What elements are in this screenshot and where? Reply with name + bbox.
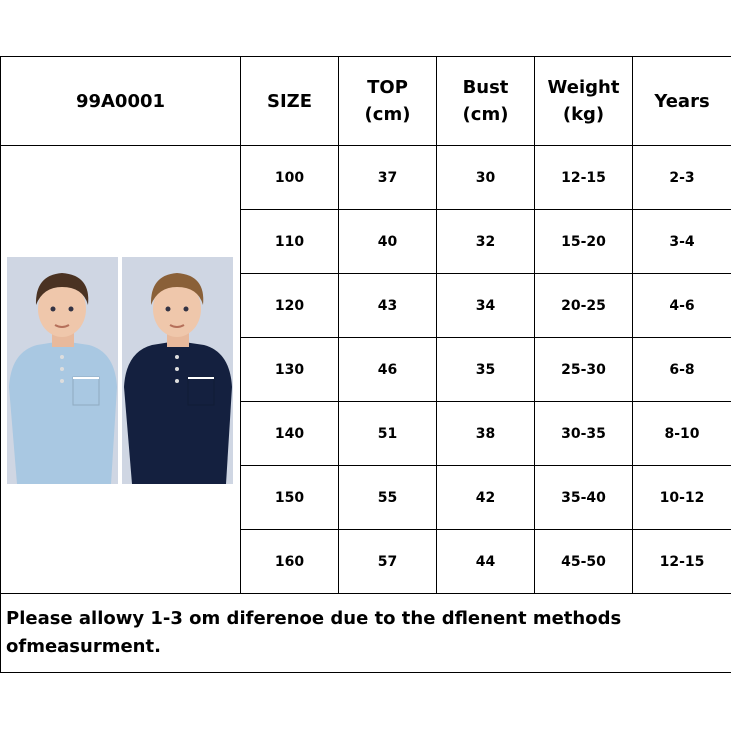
cell-top: 46 xyxy=(338,337,437,402)
cell-years: 2-3 xyxy=(632,145,731,210)
header-weight: Weight (kg) xyxy=(534,56,633,146)
cell-size: 110 xyxy=(240,209,339,274)
cell-bust: 42 xyxy=(436,465,535,530)
cell-years: 3-4 xyxy=(632,209,731,274)
table-row: 150 55 42 35-40 10-12 xyxy=(1,465,731,530)
cell-weight: 25-30 xyxy=(534,337,633,402)
cell-years: 12-15 xyxy=(632,529,731,594)
cell-top: 43 xyxy=(338,273,437,338)
cell-weight: 12-15 xyxy=(534,145,633,210)
cell-bust: 34 xyxy=(436,273,535,338)
cell-top: 51 xyxy=(338,401,437,466)
table-row: 120 43 34 20-25 4-6 xyxy=(1,273,731,338)
cell-bust: 38 xyxy=(436,401,535,466)
cell-size: 160 xyxy=(240,529,339,594)
table-row: 140 51 38 30-35 8-10 xyxy=(1,401,731,466)
header-years: Years xyxy=(632,56,731,146)
cell-years: 6-8 xyxy=(632,337,731,402)
photo-light-blue-shirt xyxy=(7,257,118,484)
cell-weight: 35-40 xyxy=(534,465,633,530)
product-photos xyxy=(0,145,241,594)
cell-weight: 45-50 xyxy=(534,529,633,594)
cell-top: 37 xyxy=(338,145,437,210)
size-chart-table: 99A0001 SIZE TOP (cm) Bust (cm) Weight (kg)… xyxy=(0,56,731,673)
header-product-code: 99A0001 xyxy=(0,56,241,146)
cell-size: 150 xyxy=(240,465,339,530)
header-bust: Bust (cm) xyxy=(436,56,535,146)
cell-bust: 32 xyxy=(436,209,535,274)
cell-bust: 30 xyxy=(436,145,535,210)
cell-weight: 30-35 xyxy=(534,401,633,466)
cell-size: 120 xyxy=(240,273,339,338)
cell-size: 140 xyxy=(240,401,339,466)
cell-years: 10-12 xyxy=(632,465,731,530)
cell-top: 40 xyxy=(338,209,437,274)
cell-size: 130 xyxy=(240,337,339,402)
cell-bust: 44 xyxy=(436,529,535,594)
cell-top: 57 xyxy=(338,529,437,594)
header-row: 99A0001 SIZE TOP (cm) Bust (cm) Weight (kg)… xyxy=(0,56,731,146)
cell-bust: 35 xyxy=(436,337,535,402)
measurement-note: Please allowy 1-3 om diferenoe due to th… xyxy=(0,593,731,673)
photo-navy-shirt xyxy=(122,257,233,484)
cell-top: 55 xyxy=(338,465,437,530)
cell-size: 100 xyxy=(240,145,339,210)
table-row: 110 40 32 15-20 3-4 xyxy=(1,209,731,274)
table-row: 100 37 30 12-15 2-3 xyxy=(0,145,731,594)
table-row: 130 46 35 25-30 6-8 xyxy=(1,337,731,402)
cell-years: 4-6 xyxy=(632,273,731,338)
header-size: SIZE xyxy=(240,56,339,146)
cell-weight: 20-25 xyxy=(534,273,633,338)
cell-weight: 15-20 xyxy=(534,209,633,274)
cell-years: 8-10 xyxy=(632,401,731,466)
header-top: TOP (cm) xyxy=(338,56,437,146)
